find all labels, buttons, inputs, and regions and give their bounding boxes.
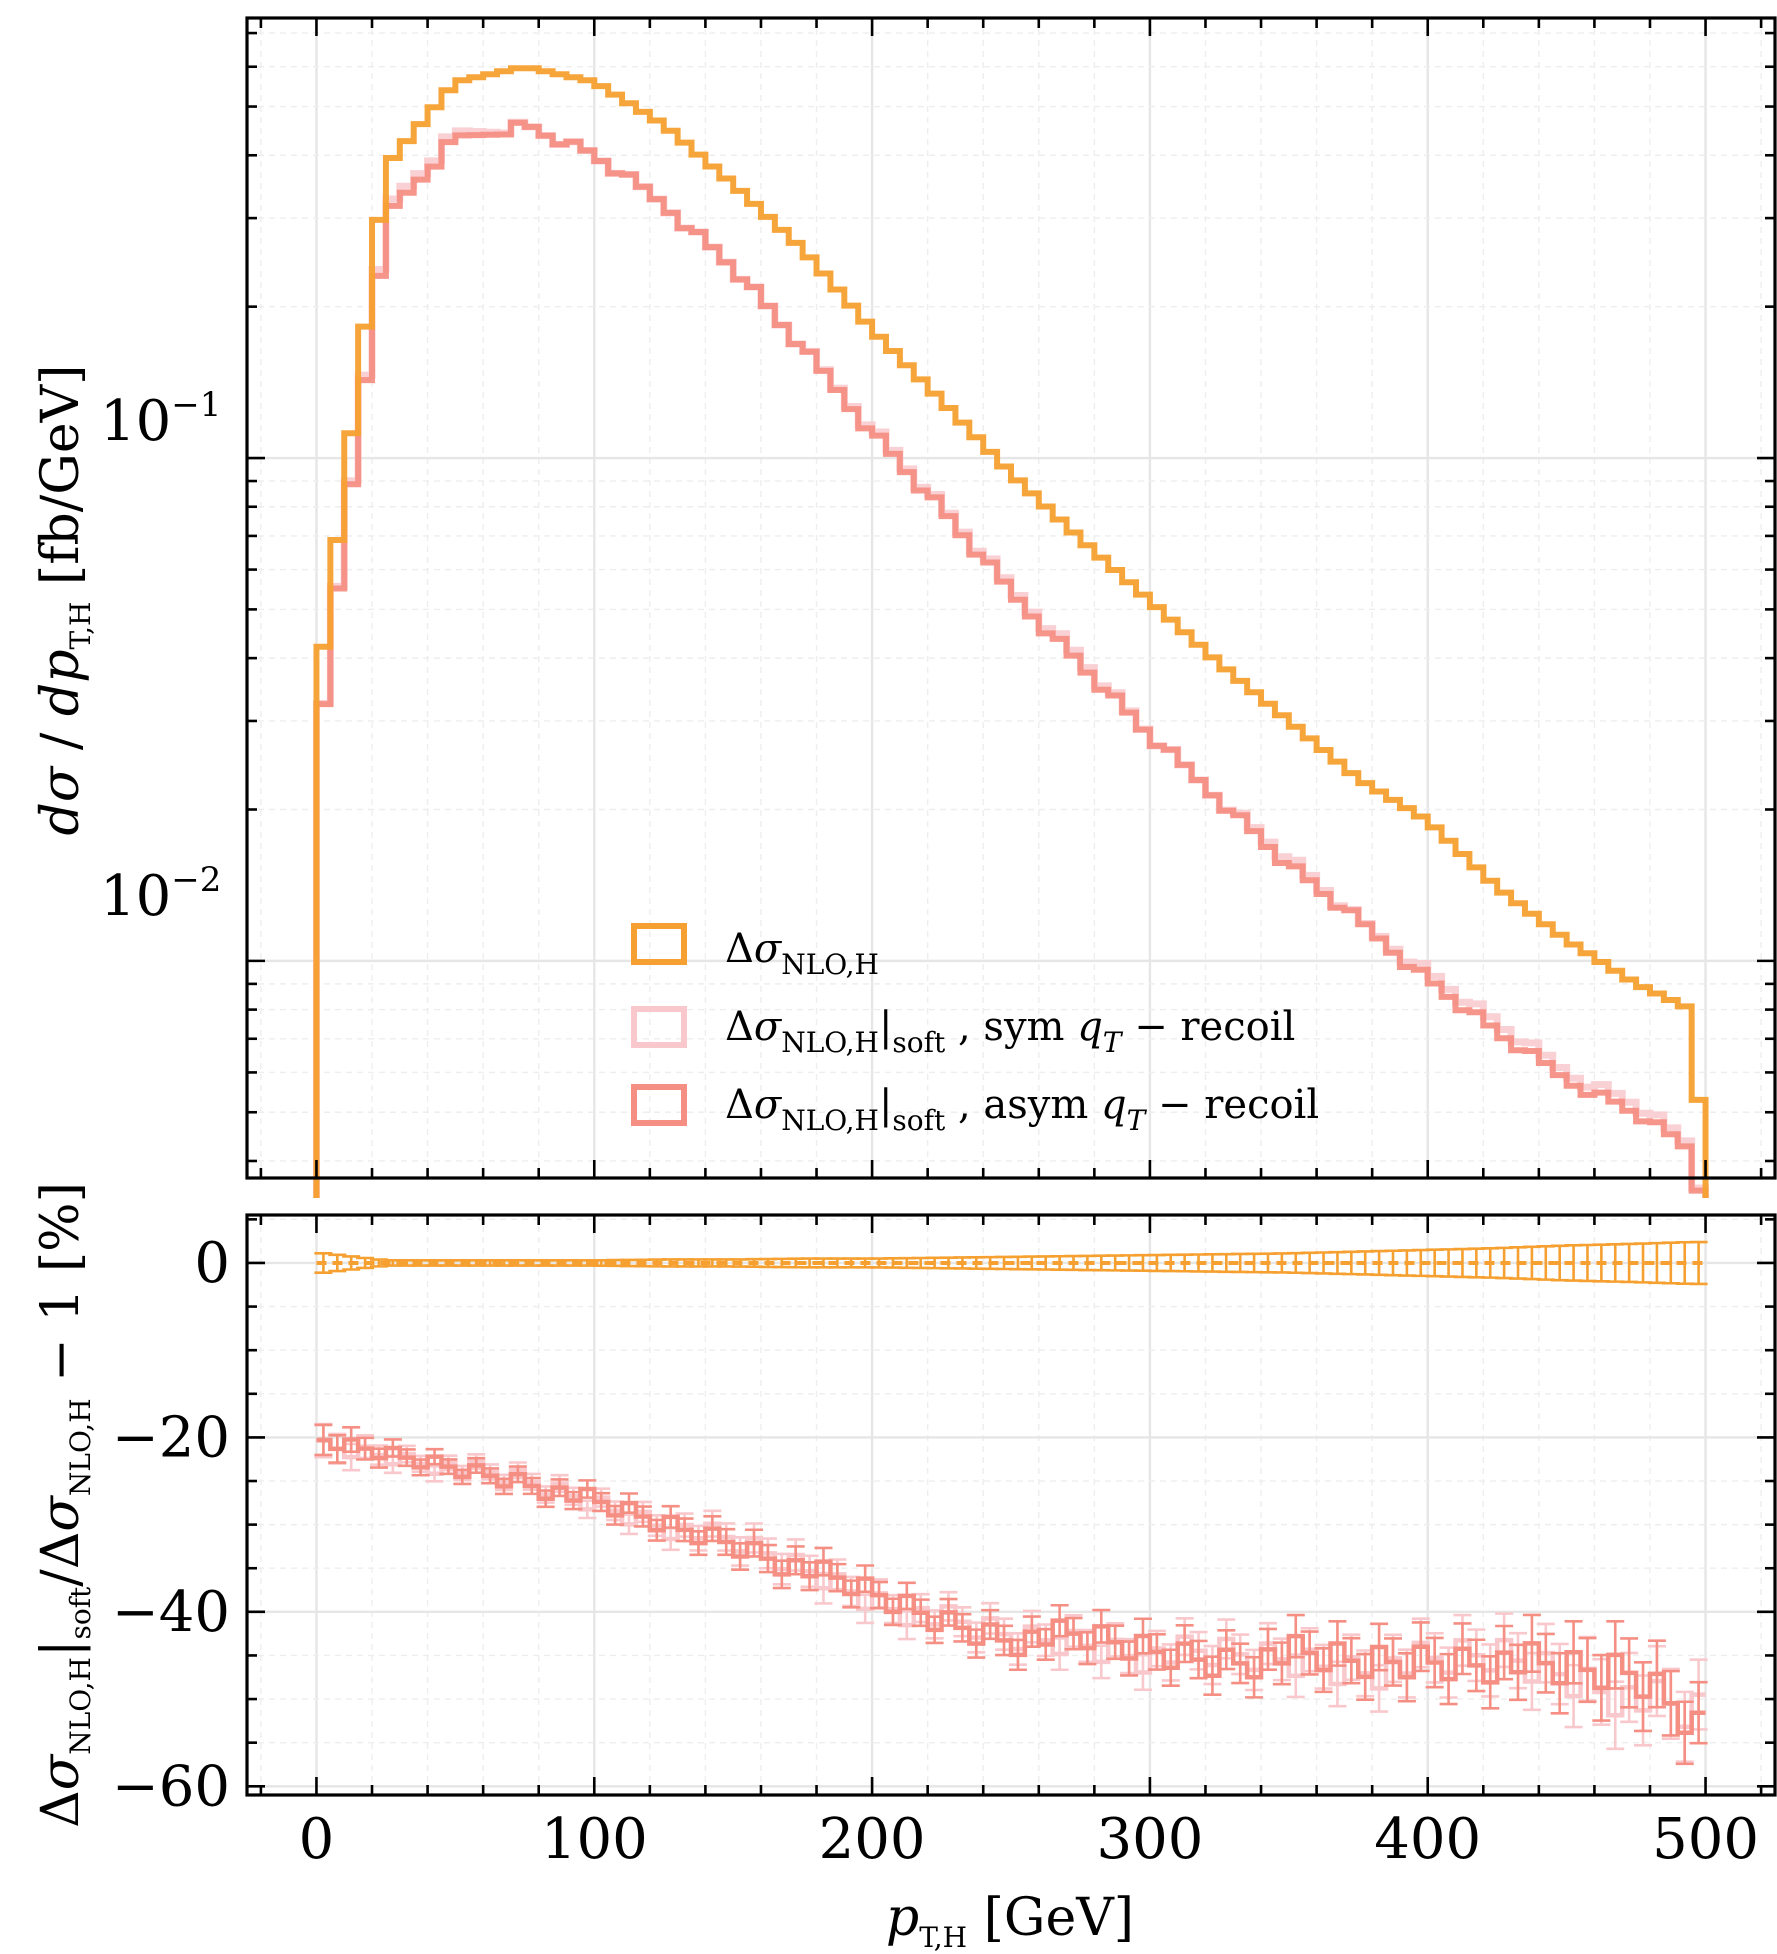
legend: ΔσNLO,H ΔσNLO,H|soft , sym qT − recoil Δ… bbox=[631, 923, 1319, 1137]
xtick-label: 200 bbox=[819, 1807, 926, 1872]
legend-label: ΔσNLO,H|soft , asym qT − recoil bbox=[725, 1082, 1319, 1137]
main-panel: 10−1 10−2 dσ / dpT,H [fb/GeV] ΔσNLO,H Δσ… bbox=[31, 16, 1777, 1198]
main-plot-frame bbox=[245, 16, 1777, 1180]
ratio-grid bbox=[247, 1215, 1775, 1795]
series-line bbox=[316, 1437, 1706, 1736]
ratio-series-layer bbox=[314, 1240, 1708, 1766]
legend-label: ΔσNLO,H|soft , sym qT − recoil bbox=[725, 1004, 1295, 1059]
x-axis-label: pT,H [GeV] bbox=[886, 1888, 1134, 1954]
xtick-label: 0 bbox=[299, 1807, 335, 1872]
ytick-label: −60 bbox=[112, 1754, 230, 1819]
main-grid bbox=[247, 18, 1775, 1178]
ratio-panel: 0 −20 −40 −60 0 100 200 300 400 500 ΔσNLO,H|soft… bbox=[31, 1182, 1777, 1954]
main-y-axis-label: dσ / dpT,H [fb/GeV] bbox=[31, 365, 97, 836]
series-line bbox=[313, 119, 1709, 1198]
legend-swatch bbox=[631, 1006, 687, 1048]
series-line bbox=[313, 65, 1709, 1198]
ratio-ytick-labels: 0 −20 −40 −60 bbox=[112, 1231, 230, 1819]
xtick-label: 500 bbox=[1652, 1807, 1759, 1872]
ratio-y-axis-label: ΔσNLO,H|soft/ΔσNLO,H − 1 [%] bbox=[31, 1182, 97, 1828]
main-series-layer bbox=[312, 65, 1710, 1198]
legend-item: ΔσNLO,H|soft , asym qT − recoil bbox=[631, 1082, 1319, 1137]
xtick-label: 400 bbox=[1374, 1807, 1481, 1872]
ytick-label: −40 bbox=[112, 1580, 230, 1645]
legend-item: ΔσNLO,H|soft , sym qT − recoil bbox=[631, 1004, 1295, 1059]
xtick-label: 300 bbox=[1096, 1807, 1203, 1872]
ytick-label-1e-2: 10−2 bbox=[100, 860, 221, 929]
xtick-labels: 0 100 200 300 400 500 bbox=[299, 1807, 1759, 1872]
main-ticks bbox=[247, 18, 1775, 1178]
ratio-plot-frame bbox=[245, 1213, 1777, 1797]
legend-item: ΔσNLO,H bbox=[631, 923, 879, 981]
legend-swatch bbox=[631, 1084, 687, 1126]
legend-label: ΔσNLO,H bbox=[725, 926, 879, 981]
legend-swatch bbox=[631, 923, 687, 965]
ytick-label: 0 bbox=[194, 1231, 230, 1296]
ratio-ticks bbox=[247, 1215, 1775, 1795]
xtick-label: 100 bbox=[541, 1807, 648, 1872]
ytick-label-1e-1: 10−1 bbox=[100, 385, 221, 454]
ytick-label: −20 bbox=[112, 1405, 230, 1470]
